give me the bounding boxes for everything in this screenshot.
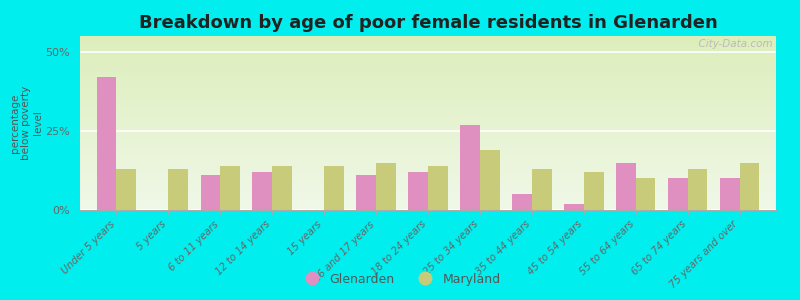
Bar [220,166,240,210]
Bar [740,163,759,210]
Bar [428,166,448,210]
Y-axis label: percentage
below poverty
level: percentage below poverty level [10,86,42,160]
Bar [636,178,655,210]
Bar [564,204,584,210]
Bar [253,172,272,210]
Bar [668,178,688,210]
Bar [532,169,552,210]
Text: City-Data.com: City-Data.com [692,40,773,50]
Bar [324,166,344,210]
Bar [272,166,292,210]
Bar [116,169,136,210]
Bar [584,172,603,210]
Bar [168,169,188,210]
Bar [408,172,428,210]
Bar [688,169,707,210]
Bar [356,175,376,210]
Bar [616,163,636,210]
Bar [480,150,500,210]
Bar [720,178,740,210]
Bar [512,194,532,210]
Legend: Glenarden, Maryland: Glenarden, Maryland [294,268,506,291]
Bar [201,175,220,210]
Bar [97,77,116,210]
Title: Breakdown by age of poor female residents in Glenarden: Breakdown by age of poor female resident… [138,14,718,32]
Bar [460,124,480,210]
Bar [376,163,396,210]
